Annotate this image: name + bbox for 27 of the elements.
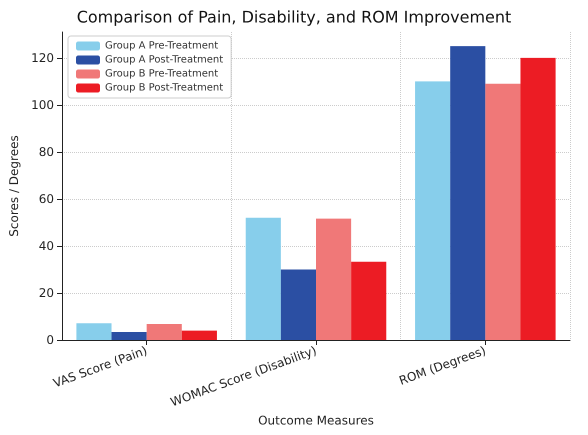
bar [351, 262, 386, 340]
y-tick-label: 0 [46, 333, 54, 347]
y-tick-label: 100 [31, 98, 54, 112]
y-tick-label: 40 [38, 238, 54, 253]
bar [316, 218, 352, 340]
x-tick-label: VAS Score (Pain) [51, 343, 150, 390]
y-tick-label: 60 [38, 192, 54, 206]
bar [485, 84, 520, 340]
legend-label: Group A Pre-Treatment [105, 40, 218, 52]
y-axis-title: Scores / Degrees [7, 135, 22, 237]
bar [112, 332, 147, 340]
bar [280, 269, 316, 340]
x-axis-title: Outcome Measures [258, 413, 374, 428]
legend-label: Group B Post-Treatment [105, 82, 224, 94]
bar [76, 323, 112, 340]
bar [450, 46, 486, 340]
y-tick-label: 120 [31, 50, 54, 65]
legend-label: Group A Post-Treatment [105, 54, 224, 66]
bar [146, 324, 182, 340]
bar [246, 218, 281, 340]
y-tick-label: 80 [38, 144, 54, 159]
chart-title: Comparison of Pain, Disability, and ROM Improvement [76, 8, 512, 26]
bar [415, 81, 450, 340]
y-tick-label: 20 [38, 286, 54, 300]
legend-label: Group B Pre-Treatment [105, 68, 218, 80]
bar [520, 58, 556, 340]
bar [182, 330, 217, 340]
